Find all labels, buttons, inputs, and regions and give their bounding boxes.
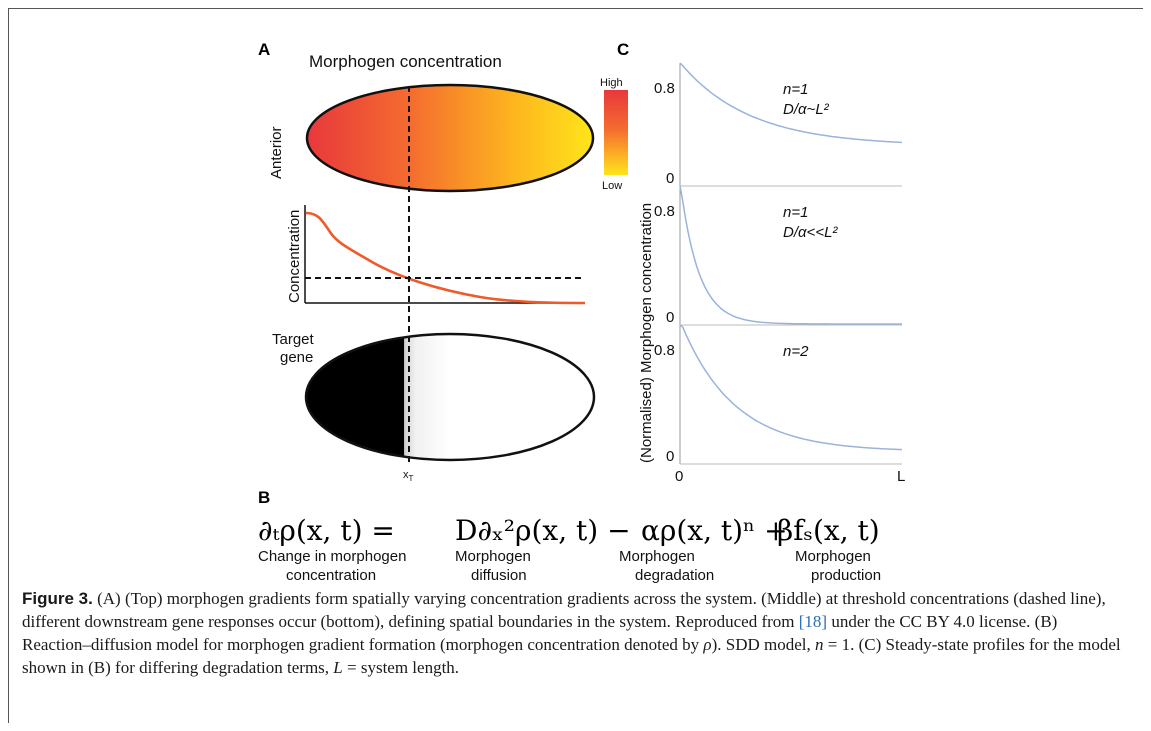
color-bar [604,90,628,175]
reference-link[interactable]: [18] [798,612,828,631]
anterior-label: Anterior [268,126,285,179]
x-tick-start: 0 [675,468,683,485]
subplot-annotation-line2: D/α~L² [783,101,830,118]
equation-term-label-line2: production [811,567,881,584]
figure-frame-left [8,8,9,723]
equation-term-label-line1: Morphogen [455,548,531,565]
y-tick-bottom: 0 [666,309,674,326]
target-gene-label-line1: Target [272,331,315,348]
panel-c-plots: 0.8 0 n=1 D/α~L² 0.8 0 n=1 D/α<<L² 0.8 0 n=2 0 L [654,62,905,485]
subplot-annotation-line1: n=1 [783,81,808,98]
panel-a-label: A [258,40,270,59]
target-gene-embryo [304,332,596,462]
subplot-annotation-line1: n=1 [783,204,808,221]
equation-term-label-line1: Change in morphogen [258,548,406,565]
equation-term: ∂ₜρ(x, t) = [258,514,395,547]
panel-a-title: Morphogen concentration [309,52,502,71]
y-tick-bottom: 0 [666,448,674,465]
target-gene-label-line2: gene [280,349,313,366]
subplot-annotation-line2: D/α<<L² [783,224,838,241]
figure-caption: Figure 3. (A) (Top) morphogen gradients … [22,589,1121,677]
colorbar-low-label: Low [602,180,622,192]
embryo-gradient [305,83,595,193]
profile-curve [679,62,903,144]
equation-term-label-line1: Morphogen [795,548,871,565]
concentration-curve [305,211,586,305]
subplot-annotation-line1: n=2 [783,343,809,360]
equation-term-label-line1: Morphogen [619,548,695,565]
panel-b-label: B [258,488,270,507]
equation-term-label-line2: diffusion [471,567,527,584]
x-tick-end: L [897,468,905,485]
equation-term: βfₛ(x, t) [777,514,880,547]
caption-label: Figure 3. [22,589,93,608]
figure-frame-top [8,8,1143,9]
y-tick-bottom: 0 [666,170,674,187]
profile-curve [679,185,902,325]
equation-term: D∂ₓ²ρ(x, t) − [455,514,631,547]
equation-term-label-line2: degradation [635,567,714,584]
concentration-axis-label: Concentration [286,210,303,303]
threshold-position-label: xT [403,469,414,483]
equation-term-label-line2: concentration [286,567,376,584]
colorbar-high-label: High [600,77,623,89]
y-tick-top: 0.8 [654,342,675,359]
y-tick-top: 0.8 [654,203,675,220]
profile-curve [679,324,903,451]
y-tick-top: 0.8 [654,80,675,97]
panel-c-label: C [617,40,629,59]
panel-c-y-axis-label: (Normalised) Morphogen concentration [638,203,655,463]
equation: ∂ₜρ(x, t) =Change in morphogen concentrat… [258,514,881,584]
equation-term: αρ(x, t)ⁿ + [641,514,788,547]
